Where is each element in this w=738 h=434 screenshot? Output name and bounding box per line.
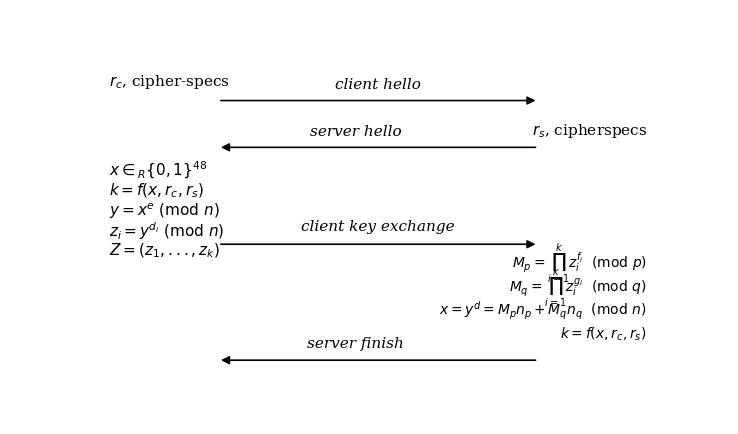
Text: $M_p = \prod_{i=1}^{k} z_i^{f_i}\ \ (\mathrm{mod}\ p)$: $M_p = \prod_{i=1}^{k} z_i^{f_i}\ \ (\ma… <box>512 242 647 286</box>
Text: $x = y^d = M_p n_p + M_q n_q\ \ (\mathrm{mod}\ n)$: $x = y^d = M_p n_p + M_q n_q\ \ (\mathrm… <box>439 300 647 322</box>
Text: $Z = (z_1, ..., z_k)$: $Z = (z_1, ..., z_k)$ <box>109 242 221 260</box>
Text: $M_q = \prod_{i=1}^{k} z_i^{g_i}\ \ (\mathrm{mod}\ q)$: $M_q = \prod_{i=1}^{k} z_i^{g_i}\ \ (\ma… <box>509 266 647 310</box>
Text: server hello: server hello <box>309 125 401 139</box>
Text: $z_i = y^{d_i}\ (\mathrm{mod}\ n)$: $z_i = y^{d_i}\ (\mathrm{mod}\ n)$ <box>109 220 225 242</box>
Text: client key exchange: client key exchange <box>301 220 455 234</box>
Text: $k = f(x, r_c, r_s)$: $k = f(x, r_c, r_s)$ <box>109 181 204 200</box>
Text: $x \in_R \{0,1\}^{48}$: $x \in_R \{0,1\}^{48}$ <box>109 160 207 181</box>
Text: $r_s$, cipherspecs: $r_s$, cipherspecs <box>531 122 647 140</box>
Text: client hello: client hello <box>335 78 421 92</box>
Text: server finish: server finish <box>307 337 404 351</box>
Text: $y = x^e\ (\mathrm{mod}\ n)$: $y = x^e\ (\mathrm{mod}\ n)$ <box>109 201 220 220</box>
Text: $r_c$, cipher-specs: $r_c$, cipher-specs <box>109 73 230 91</box>
Text: $k = f(x, r_c, r_s)$: $k = f(x, r_c, r_s)$ <box>560 326 647 343</box>
